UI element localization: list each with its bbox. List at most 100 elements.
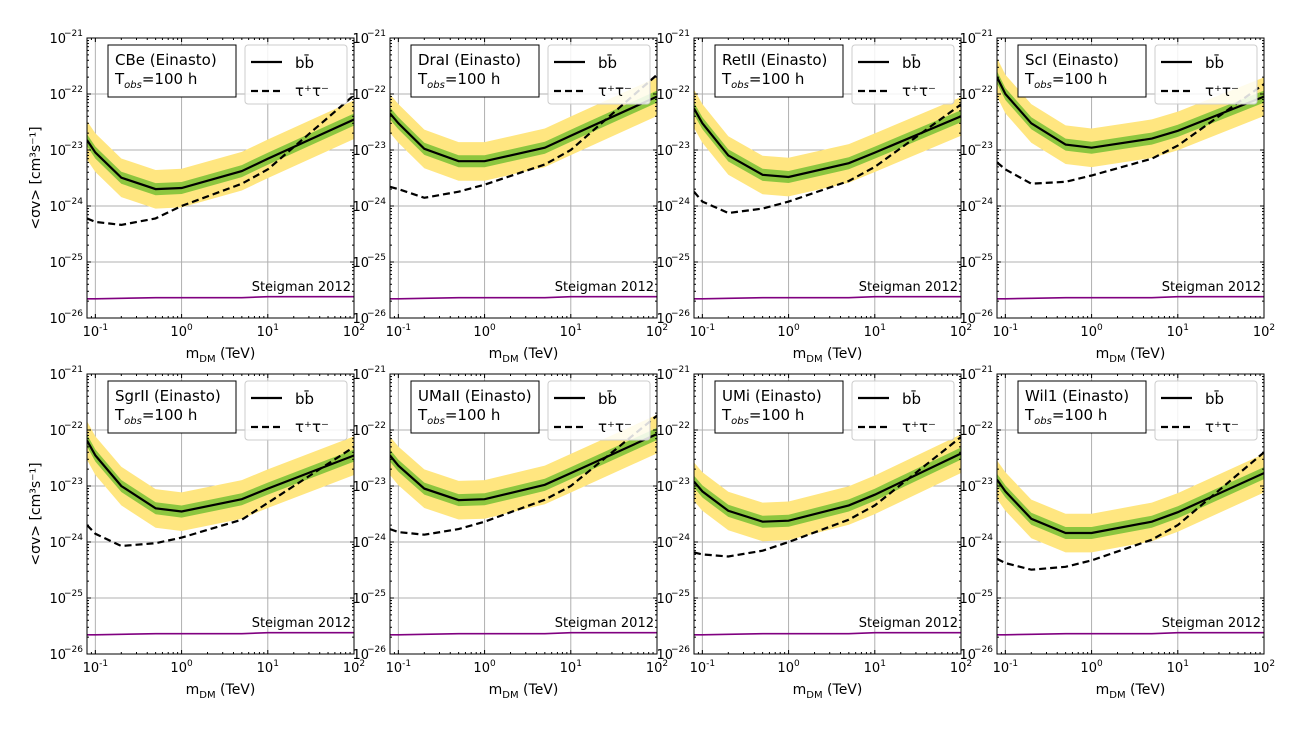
tick-label-y-exp: −26 [367, 645, 386, 655]
series-line-bb [694, 452, 961, 523]
legend-label-tautau: τ⁺τ⁻ [295, 418, 329, 436]
tick-label-y-exp: −21 [974, 365, 993, 375]
tick-label-x: 10-1 [83, 323, 109, 340]
tick-label-y: 10 [352, 256, 369, 271]
series-line-tautau [87, 445, 354, 548]
tick-label-y: 10 [656, 312, 673, 327]
panel: 10-1 100 101 10210−2610−2510−2410−2310−2210… [352, 365, 668, 701]
panel-title-box: UMaII (Einasto)Tobs=100 h [410, 380, 540, 434]
panel-title: Wil1 (Einasto) [1025, 387, 1129, 405]
steigman-annotation: Steigman 2012 [859, 280, 958, 295]
tobs-label: Tobs=100 h [1024, 406, 1107, 427]
series-line-tautau [997, 451, 1264, 571]
axes-frame [996, 37, 1265, 319]
series-line-tautau [390, 414, 657, 536]
legend: bb̄ τ⁺τ⁻ [851, 380, 955, 441]
tick-label-y: 10 [959, 424, 976, 439]
tick-label-y-exp: −22 [367, 421, 386, 431]
tick-label-y: 10 [352, 368, 369, 383]
tick-label-y: 10 [352, 648, 369, 663]
legend-frame [1154, 44, 1258, 105]
tick-label-y-exp: −21 [367, 365, 386, 375]
tick-label-y: 10 [656, 536, 673, 551]
ticks: 10-1 100 101 10210−2610−2510−2410−2310−2210… [656, 365, 972, 676]
tick-label-y: 10 [49, 480, 66, 495]
tick-label-y-exp: −22 [671, 421, 690, 431]
legend-frame [547, 380, 651, 441]
containment-band-95 [694, 89, 961, 197]
series-line-steigman [87, 295, 354, 300]
tick-label-y: 10 [656, 88, 673, 103]
x-axis-label: mDM (TeV) [793, 346, 863, 365]
tick-label-x: 100 [473, 323, 496, 340]
tick-label-y-exp: −21 [671, 29, 690, 39]
series-line-bb [694, 107, 961, 179]
plot-area [694, 434, 961, 636]
plot-area [997, 58, 1264, 300]
panel-title-box: ScI (Einasto)Tobs=100 h [1017, 44, 1147, 98]
panel: 10-1 100 101 10210−2610−2510−2410−2310−2210… [352, 29, 668, 365]
tick-label-y-exp: −21 [671, 365, 690, 375]
tick-label-y-exp: −26 [671, 309, 690, 319]
tick-label-y-exp: −21 [64, 29, 83, 39]
panel-title: ScI (Einasto) [1025, 51, 1119, 69]
tick-label-y-exp: −22 [671, 85, 690, 95]
tick-label-y: 10 [656, 480, 673, 495]
panel-title: SgrII (Einasto) [115, 387, 221, 405]
title-box-frame [410, 380, 540, 434]
legend: bb̄ τ⁺τ⁻ [547, 380, 651, 441]
title-box-frame [107, 44, 237, 98]
tick-label-y: 10 [49, 424, 66, 439]
containment-band-68 [87, 113, 354, 196]
series-line-tautau [390, 73, 657, 199]
legend: bb̄ τ⁺τ⁻ [1154, 44, 1258, 105]
tick-label-x: 10-1 [690, 659, 716, 676]
panel-title: CBe (Einasto) [115, 51, 217, 69]
tick-label-y-exp: −25 [974, 589, 993, 599]
steigman-annotation: Steigman 2012 [555, 280, 654, 295]
tick-label-y: 10 [49, 88, 66, 103]
ticks: 10-1 100 101 10210−2610−2510−2410−2310−2210… [959, 365, 1275, 676]
panel-title: RetII (Einasto) [722, 51, 827, 69]
plot-area [390, 73, 657, 300]
legend-frame [244, 44, 348, 105]
tick-label-y-exp: −21 [974, 29, 993, 39]
series-line-steigman [87, 631, 354, 636]
panel-title: DraI (Einasto) [418, 51, 521, 69]
tick-label-y-exp: −26 [64, 645, 83, 655]
tick-label-y-exp: −25 [367, 589, 386, 599]
tick-label-y-exp: −22 [974, 421, 993, 431]
legend-label-tautau: τ⁺τ⁻ [295, 82, 329, 100]
tick-label-y: 10 [352, 88, 369, 103]
tobs-label: Tobs=100 h [1024, 70, 1107, 91]
tick-label-y-exp: −25 [367, 253, 386, 263]
tick-label-y: 10 [959, 32, 976, 47]
tick-label-y: 10 [656, 368, 673, 383]
tick-label-x: 101 [1167, 323, 1189, 340]
legend-frame [244, 380, 348, 441]
legend-label-tautau: τ⁺τ⁻ [598, 82, 632, 100]
legend-label-bb: bb̄ [902, 53, 921, 72]
tobs-label: Tobs=100 h [417, 406, 500, 427]
legend-label-bb: bb̄ [598, 53, 617, 72]
tick-label-x: 102 [1253, 659, 1275, 676]
panel-title-box: RetII (Einasto)Tobs=100 h [714, 44, 844, 98]
tick-label-y-exp: −25 [671, 253, 690, 263]
ticks: 10-1 100 101 10210−2610−2510−2410−2310−2210… [49, 365, 365, 676]
series-line-bb [390, 95, 657, 163]
tick-label-x: 101 [864, 323, 886, 340]
panel: 10-1 100 101 10210−2610−2510−2410−2310−2210… [28, 29, 365, 365]
containment-band-95 [390, 414, 657, 520]
x-axis-label: mDM (TeV) [186, 346, 256, 365]
axes-frame [389, 373, 658, 655]
legend-label-bb: bb̄ [902, 389, 921, 408]
tick-label-x: 10-1 [386, 323, 412, 340]
tick-label-x: 10-1 [386, 659, 412, 676]
series-line-steigman [694, 631, 961, 636]
plot-area [87, 94, 354, 300]
tick-label-y: 10 [959, 368, 976, 383]
x-axis-label: mDM (TeV) [793, 682, 863, 701]
tick-label-y-exp: −26 [974, 309, 993, 319]
